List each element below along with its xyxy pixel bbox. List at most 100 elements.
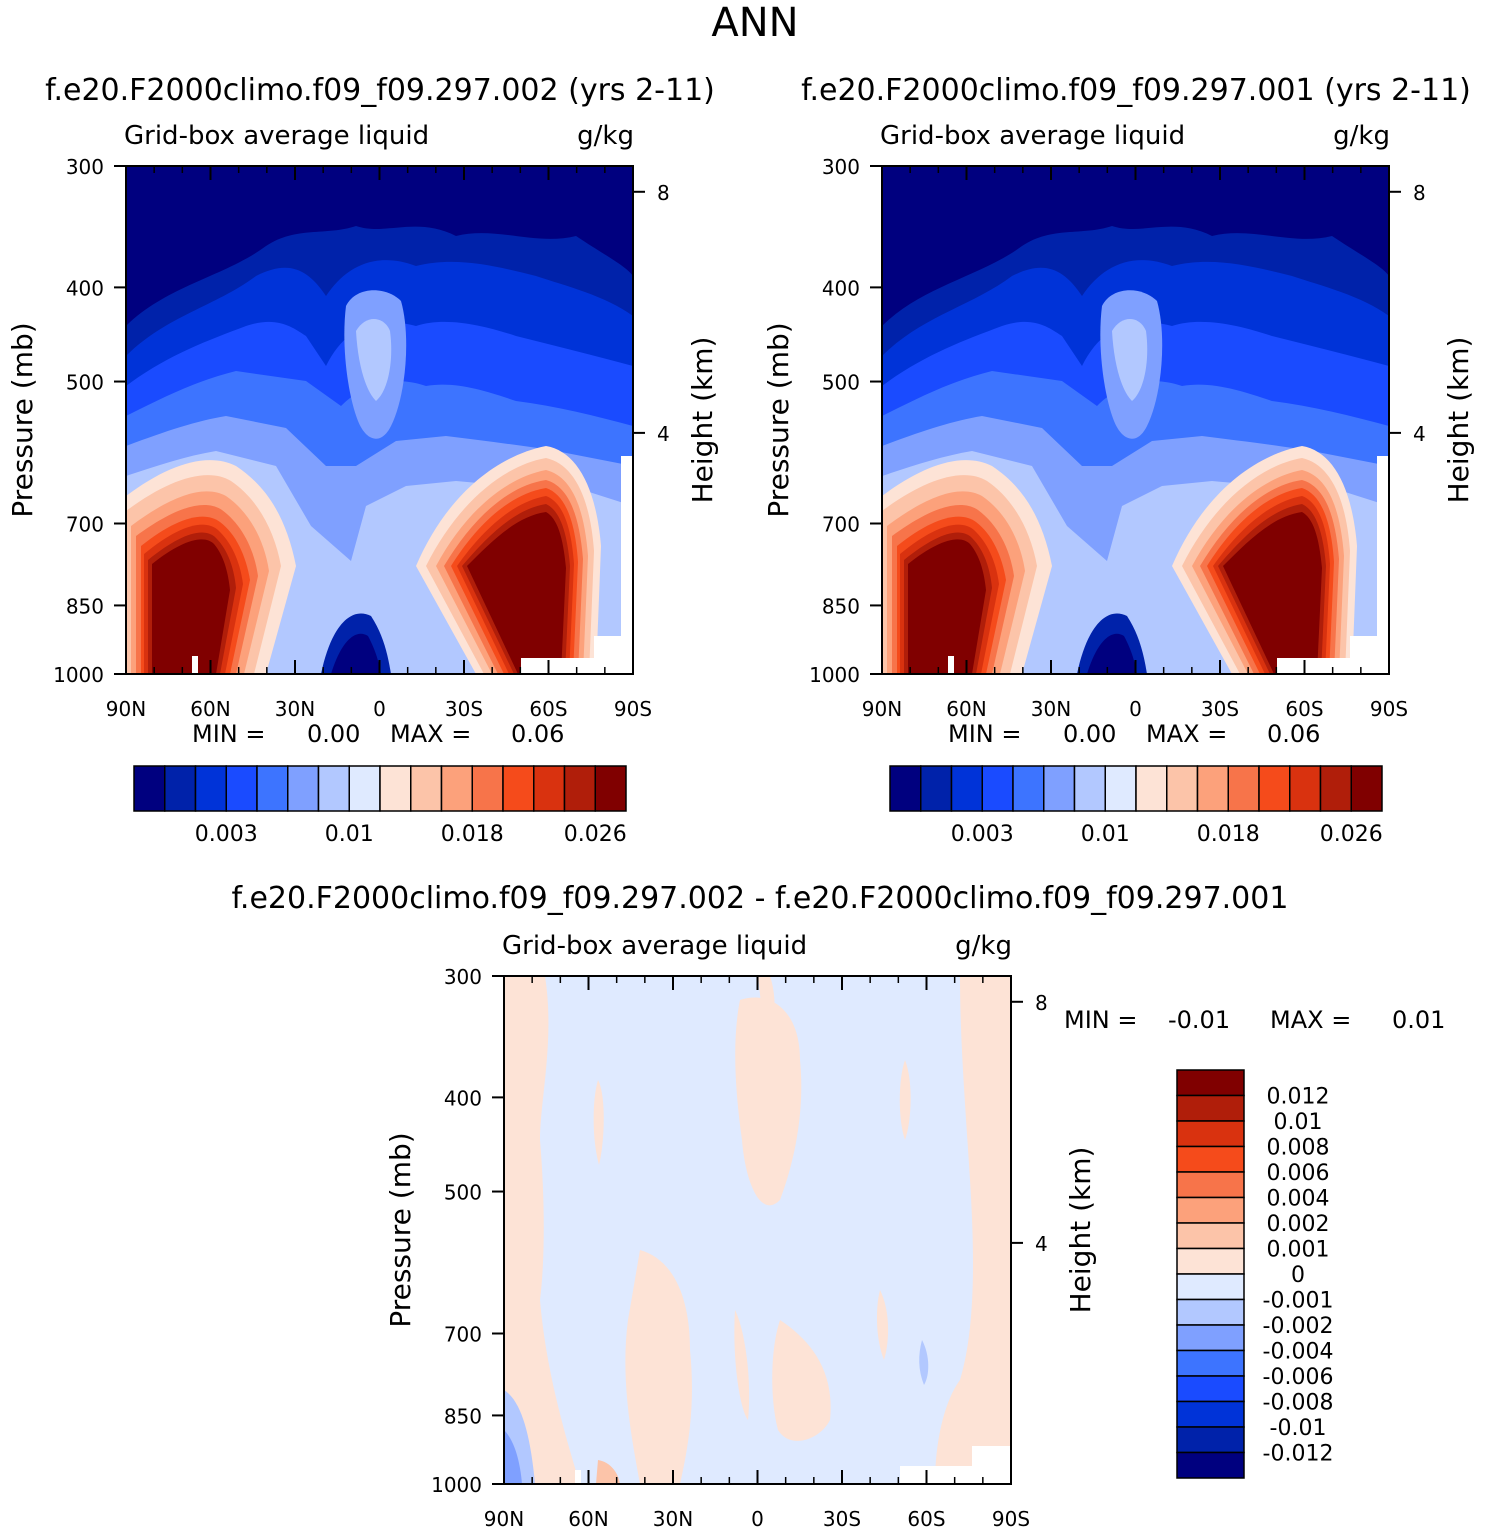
colorbar-box [1176, 1298, 1245, 1326]
right-string: g/kg [1333, 121, 1390, 151]
y2-axis: 48 [1011, 991, 1048, 1256]
y2-axis-label: Height (km) [1064, 1147, 1097, 1314]
y-tick-label: 850 [66, 594, 104, 618]
contour-field [126, 166, 633, 674]
x-tick-label: 60S [907, 1507, 945, 1531]
colorbar-label: -0.008 [1263, 1391, 1334, 1416]
x-tick-label: 90S [614, 697, 652, 721]
y-tick-label: 400 [444, 1086, 482, 1110]
y-axis: 300 400 500 700 850 1000 [431, 965, 504, 1497]
x-axis: 90N 60N 30N 0 30S 60S 90S [106, 166, 652, 721]
colorbar-label: -0.012 [1263, 1442, 1334, 1467]
y-tick-label: 1000 [431, 1473, 482, 1497]
y-tick-label: 700 [444, 1323, 482, 1347]
y-tick-label: 300 [444, 965, 482, 989]
y-tick-label: 500 [444, 1181, 482, 1205]
colorbar-box [1176, 1094, 1245, 1122]
figure-title: ANN [711, 0, 798, 46]
colorbar-box [1176, 1171, 1245, 1199]
colorbar-box [164, 765, 197, 812]
x-tick-label: 90N [862, 697, 902, 721]
y-tick-label: 400 [822, 276, 860, 300]
max-value: 0.06 [1267, 720, 1320, 748]
y-tick-label: 1000 [53, 663, 104, 687]
x-tick-label: 0 [751, 1507, 764, 1531]
min-value: 0.00 [307, 720, 360, 748]
max-label: MAX = [1270, 1006, 1351, 1034]
colorbar-box [1176, 1196, 1245, 1224]
colorbar-label: 0.01 [1081, 822, 1130, 847]
colorbar-label: -0.004 [1263, 1340, 1334, 1365]
colorbar-box [440, 765, 473, 812]
colorbar-box [1176, 1324, 1245, 1352]
colorbar-box [348, 765, 381, 812]
min-value: -0.01 [1168, 1006, 1230, 1034]
y2-axis: 48 [633, 181, 670, 446]
x-axis: 90N 60N 30N 0 30S 60S 90S [484, 976, 1030, 1531]
min-label: MIN = [1064, 1006, 1137, 1034]
x-tick-label: 90S [992, 1507, 1030, 1531]
x-tick-label: 90N [106, 697, 146, 721]
colorbar-box [1012, 765, 1045, 812]
contour-field [504, 976, 1011, 1484]
colorbar-box [410, 765, 443, 812]
colorbar-box [1176, 1247, 1245, 1275]
y-tick-label: 300 [66, 155, 104, 179]
colorbar-label: -0.002 [1263, 1314, 1334, 1339]
x-tick-label: 30N [653, 1507, 693, 1531]
colorbar-label: -0.006 [1263, 1365, 1334, 1390]
colorbar-box [471, 765, 504, 812]
colorbar-label: 0.018 [441, 822, 504, 847]
colorbar-box [1258, 765, 1291, 812]
max-value: 0.01 [1392, 1006, 1445, 1034]
colorbar-box [563, 765, 596, 812]
min-label: MIN = [948, 720, 1021, 748]
colorbar-label: 0.01 [325, 822, 374, 847]
colorbar-box [981, 765, 1014, 812]
y2-tick-label: 8 [1035, 991, 1048, 1015]
colorbar-box [1166, 765, 1199, 812]
colorbar-box [1176, 1426, 1245, 1454]
colorbar-box [1176, 1400, 1245, 1428]
left-string: Grid-box average liquid [880, 121, 1185, 151]
x-tick-label: 60N [190, 697, 230, 721]
y2-axis: 48 [1389, 181, 1426, 446]
colorbar-box [287, 765, 320, 812]
x-tick-label: 60N [568, 1507, 608, 1531]
y-tick-label: 850 [444, 1404, 482, 1428]
y-tick-label: 700 [66, 513, 104, 537]
colorbar-box [317, 765, 350, 812]
x-tick-label: 30S [1201, 697, 1239, 721]
colorbar-box [1176, 1349, 1245, 1377]
colorbar-box [1135, 765, 1168, 812]
y2-axis-label: Height (km) [1442, 337, 1475, 504]
y-axis: 300 400 500 700 850 1000 [53, 155, 126, 687]
colorbar-label: 0 [1291, 1263, 1305, 1288]
x-tick-label: 60S [1285, 697, 1323, 721]
colorbar-box [1319, 765, 1352, 812]
colorbar-label: -0.01 [1270, 1416, 1327, 1441]
colorbar-box [1227, 765, 1260, 812]
panel-difference: f.e20.F2000climo.f09_f09.297.002 - f.e20… [232, 881, 1446, 1531]
colorbar-box [1289, 765, 1322, 812]
x-tick-label: 90N [484, 1507, 524, 1531]
y-tick-label: 850 [822, 594, 860, 618]
y2-tick-label: 4 [1413, 422, 1426, 446]
x-tick-label: 60N [946, 697, 986, 721]
panel-header: f.e20.F2000climo.f09_f09.297.002 (yrs 2-… [45, 73, 715, 108]
colorbar-box [1043, 765, 1076, 812]
colorbar-label: 0.004 [1267, 1187, 1330, 1212]
colorbar-box [379, 765, 412, 812]
colorbar-box [1176, 1273, 1245, 1301]
y-tick-label: 1000 [809, 663, 860, 687]
x-tick-label: 0 [1129, 697, 1142, 721]
panel-header: f.e20.F2000climo.f09_f09.297.001 (yrs 2-… [801, 73, 1471, 108]
colorbar: 0.0120.010.0080.0060.0040.0020.0010-0.00… [1176, 1069, 1334, 1479]
left-string: Grid-box average liquid [502, 931, 807, 961]
x-axis: 90N 60N 30N 0 30S 60S 90S [862, 166, 1408, 721]
colorbar-box [225, 765, 258, 812]
colorbar-label: -0.001 [1263, 1289, 1334, 1314]
y2-tick-label: 8 [1413, 181, 1426, 205]
right-string: g/kg [577, 121, 634, 151]
